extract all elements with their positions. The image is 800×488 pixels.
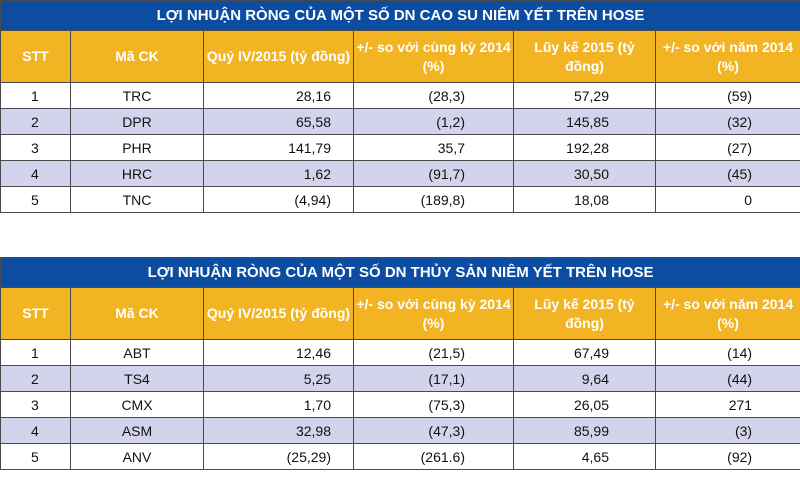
stt-cell: 2 [0,365,71,392]
table-row: 2 DPR 65,58 (1,2) 145,85 (32) [0,108,800,135]
table-title: LỢI NHUẬN RÒNG CỦA MỘT SỐ DN THỦY SẢN NI… [0,257,800,288]
q4-2015-cell: 12,46 [203,339,354,366]
table-row: 5 TNC (4,94) (189,8) 18,08 0 [0,186,800,213]
table-row: 4 HRC 1,62 (91,7) 30,50 (45) [0,160,800,187]
header-q4-2015: Quý IV/2015 (tỷ đồng) [203,30,354,83]
rubber-profit-table: LỢI NHUẬN RÒNG CỦA MỘT SỐ DN CAO SU NIÊM… [0,0,800,213]
seafood-profit-table: LỢI NHUẬN RÒNG CỦA MỘT SỐ DN THỦY SẢN NI… [0,257,800,470]
table-row: 4 ASM 32,98 (47,3) 85,99 (3) [0,417,800,444]
ytd-change-cell: (14) [655,339,800,366]
ytd-2015-cell: 30,50 [513,160,656,187]
q4-change-cell: (47,3) [353,417,514,444]
stock-code-cell: CMX [70,391,204,418]
table-row: 2 TS4 5,25 (17,1) 9,64 (44) [0,365,800,392]
q4-2015-cell: (4,94) [203,186,354,213]
table-row: 3 CMX 1,70 (75,3) 26,05 271 [0,391,800,418]
table-title: LỢI NHUẬN RÒNG CỦA MỘT SỐ DN CAO SU NIÊM… [0,0,800,31]
q4-change-cell: 35,7 [353,134,514,161]
ytd-change-cell: 271 [655,391,800,418]
table-row: 5 ANV (25,29) (261.6) 4,65 (92) [0,443,800,470]
ytd-change-cell: (59) [655,82,800,109]
q4-2015-cell: (25,29) [203,443,354,470]
ytd-change-cell: (3) [655,417,800,444]
q4-change-cell: (91,7) [353,160,514,187]
q4-2015-cell: 141,79 [203,134,354,161]
header-ytd-2015: Lũy kế 2015 (tỷ đồng) [513,30,656,83]
stock-code-cell: HRC [70,160,204,187]
stt-cell: 3 [0,134,71,161]
header-q4-change: +/- so với cùng kỳ 2014 (%) [353,30,514,83]
header-stt: STT [0,30,71,83]
ytd-change-cell: (92) [655,443,800,470]
ytd-2015-cell: 4,65 [513,443,656,470]
ytd-2015-cell: 145,85 [513,108,656,135]
ytd-2015-cell: 57,29 [513,82,656,109]
ytd-change-cell: (44) [655,365,800,392]
q4-2015-cell: 1,62 [203,160,354,187]
q4-2015-cell: 1,70 [203,391,354,418]
header-stt: STT [0,287,71,340]
q4-change-cell: (261.6) [353,443,514,470]
header-code: Mã CK [70,287,204,340]
q4-change-cell: (28,3) [353,82,514,109]
q4-change-cell: (17,1) [353,365,514,392]
header-ytd-2015: Lũy kế 2015 (tỷ đồng) [513,287,656,340]
q4-2015-cell: 65,58 [203,108,354,135]
header-q4-change: +/- so với cùng kỳ 2014 (%) [353,287,514,340]
stt-cell: 1 [0,82,71,109]
header-code: Mã CK [70,30,204,83]
ytd-2015-cell: 9,64 [513,365,656,392]
stt-cell: 4 [0,417,71,444]
ytd-2015-cell: 85,99 [513,417,656,444]
stock-code-cell: TNC [70,186,204,213]
ytd-change-cell: (27) [655,134,800,161]
ytd-change-cell: 0 [655,186,800,213]
header-q4-2015: Quý IV/2015 (tỷ đồng) [203,287,354,340]
ytd-2015-cell: 67,49 [513,339,656,366]
stt-cell: 5 [0,186,71,213]
stock-code-cell: DPR [70,108,204,135]
stock-code-cell: ANV [70,443,204,470]
stock-code-cell: TS4 [70,365,204,392]
stt-cell: 3 [0,391,71,418]
stt-cell: 4 [0,160,71,187]
ytd-2015-cell: 26,05 [513,391,656,418]
ytd-change-cell: (45) [655,160,800,187]
table-row: 3 PHR 141,79 35,7 192,28 (27) [0,134,800,161]
table-row: 1 ABT 12,46 (21,5) 67,49 (14) [0,339,800,366]
q4-2015-cell: 28,16 [203,82,354,109]
ytd-2015-cell: 192,28 [513,134,656,161]
table-row: 1 TRC 28,16 (28,3) 57,29 (59) [0,82,800,109]
table-body: 1 TRC 28,16 (28,3) 57,29 (59) 2 DPR 65,58 (1,2) 14… [0,82,800,213]
q4-2015-cell: 32,98 [203,417,354,444]
ytd-2015-cell: 18,08 [513,186,656,213]
stock-code-cell: ABT [70,339,204,366]
q4-2015-cell: 5,25 [203,365,354,392]
ytd-change-cell: (32) [655,108,800,135]
q4-change-cell: (75,3) [353,391,514,418]
stock-code-cell: TRC [70,82,204,109]
q4-change-cell: (1,2) [353,108,514,135]
q4-change-cell: (21,5) [353,339,514,366]
stt-cell: 5 [0,443,71,470]
stock-code-cell: PHR [70,134,204,161]
table-body: 1 ABT 12,46 (21,5) 67,49 (14) 2 TS4 5,25 (17,1) 9,… [0,339,800,470]
stt-cell: 2 [0,108,71,135]
header-ytd-change: +/- so với năm 2014 (%) [655,287,800,340]
q4-change-cell: (189,8) [353,186,514,213]
header-ytd-change: +/- so với năm 2014 (%) [655,30,800,83]
stt-cell: 1 [0,339,71,366]
stock-code-cell: ASM [70,417,204,444]
